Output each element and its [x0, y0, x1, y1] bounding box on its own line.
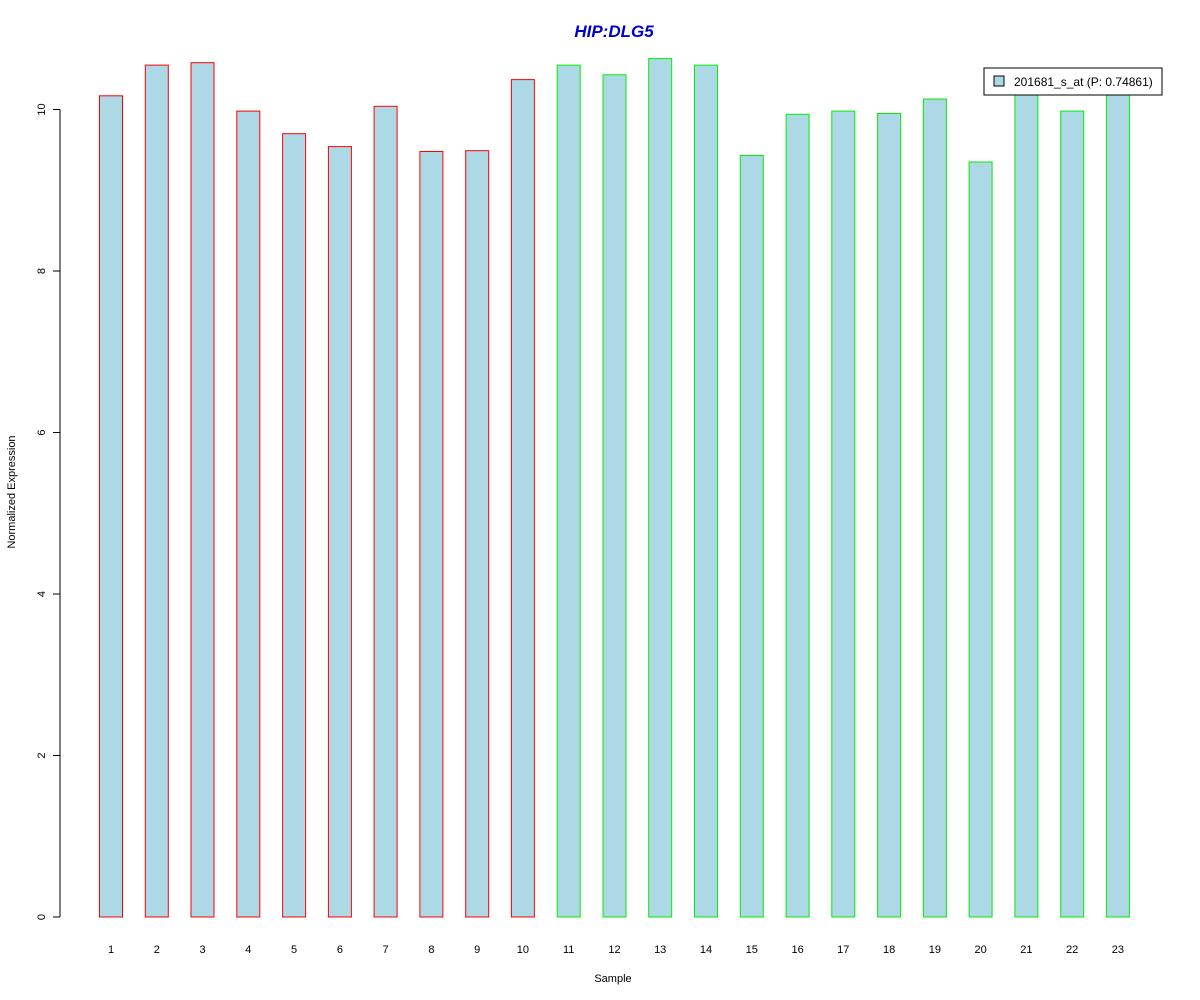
x-tick-label: 12 [608, 944, 620, 956]
legend-box [983, 67, 1163, 96]
x-tick-label: 2 [154, 944, 160, 956]
bar-sample-16 [785, 113, 810, 918]
y-tick-label: 6 [36, 429, 48, 435]
x-tick-label: 18 [883, 944, 895, 956]
bars-group [99, 58, 1130, 918]
bar-sample-8 [419, 151, 444, 918]
y-tick-label: 10 [36, 103, 48, 115]
legend: 201681_s_at (P: 0.74861) [983, 67, 1163, 96]
bar-sample-9 [465, 150, 490, 918]
bar-sample-7 [373, 105, 398, 918]
x-tick-label: 20 [974, 944, 986, 956]
bar-sample-12 [602, 74, 627, 918]
bar-sample-6 [327, 146, 352, 918]
y-tick-label: 8 [36, 268, 48, 274]
x-tick-label: 21 [1020, 944, 1032, 956]
bar-sample-13 [648, 58, 673, 918]
bar-sample-2 [144, 64, 169, 918]
bar-sample-19 [922, 98, 947, 918]
bar-sample-1 [99, 95, 123, 918]
x-tick-label: 22 [1066, 944, 1078, 956]
legend-label: 201681_s_at (P: 0.74861) [1014, 75, 1153, 89]
x-tick-labels: 1 2 3 4 5 6 7 8 9 10 11 12 13 14 15 16 17 18 19 20 21 22 23 [108, 944, 1124, 956]
x-tick-label: 19 [929, 944, 941, 956]
y-tick-label: 4 [36, 591, 48, 597]
x-tick-label: 1 [108, 944, 114, 956]
bar-sample-23 [1105, 92, 1130, 918]
x-tick-label: 9 [474, 944, 480, 956]
bar-sample-14 [694, 64, 718, 918]
x-tick-label: 17 [837, 944, 849, 956]
x-tick-label: 14 [700, 944, 712, 956]
y-axis-label: Normalized Expression [6, 435, 18, 548]
bar-sample-11 [556, 64, 581, 918]
bar-sample-5 [282, 133, 307, 918]
x-tick-label: 5 [291, 944, 297, 956]
bar-sample-22 [1060, 110, 1085, 918]
bar-sample-21 [1014, 92, 1039, 918]
bar-sample-10 [510, 79, 535, 918]
x-tick-label: 6 [337, 944, 343, 956]
y-tick-label: 0 [36, 914, 48, 920]
bar-sample-15 [739, 155, 764, 918]
bar-sample-18 [877, 113, 902, 918]
y-tick-label: 2 [36, 752, 48, 758]
x-tick-label: 4 [245, 944, 251, 956]
y-axis: 0 2 4 6 8 10 [36, 103, 61, 920]
x-axis-label: Sample [594, 973, 631, 985]
bar-sample-4 [236, 110, 261, 918]
x-tick-label: 13 [654, 944, 666, 956]
bar-sample-3 [190, 62, 215, 918]
x-tick-label: 8 [428, 944, 434, 956]
x-tick-label: 10 [517, 944, 529, 956]
x-tick-label: 15 [746, 944, 758, 956]
bar-sample-20 [968, 161, 993, 918]
x-tick-label: 23 [1112, 944, 1124, 956]
legend-swatch [993, 75, 1005, 87]
bar-sample-17 [831, 110, 856, 918]
x-tick-label: 7 [383, 944, 389, 956]
x-tick-label: 3 [199, 944, 205, 956]
chart-title: HIP:DLG5 [574, 22, 654, 41]
x-tick-label: 11 [563, 944, 574, 956]
x-tick-label: 16 [791, 944, 803, 956]
